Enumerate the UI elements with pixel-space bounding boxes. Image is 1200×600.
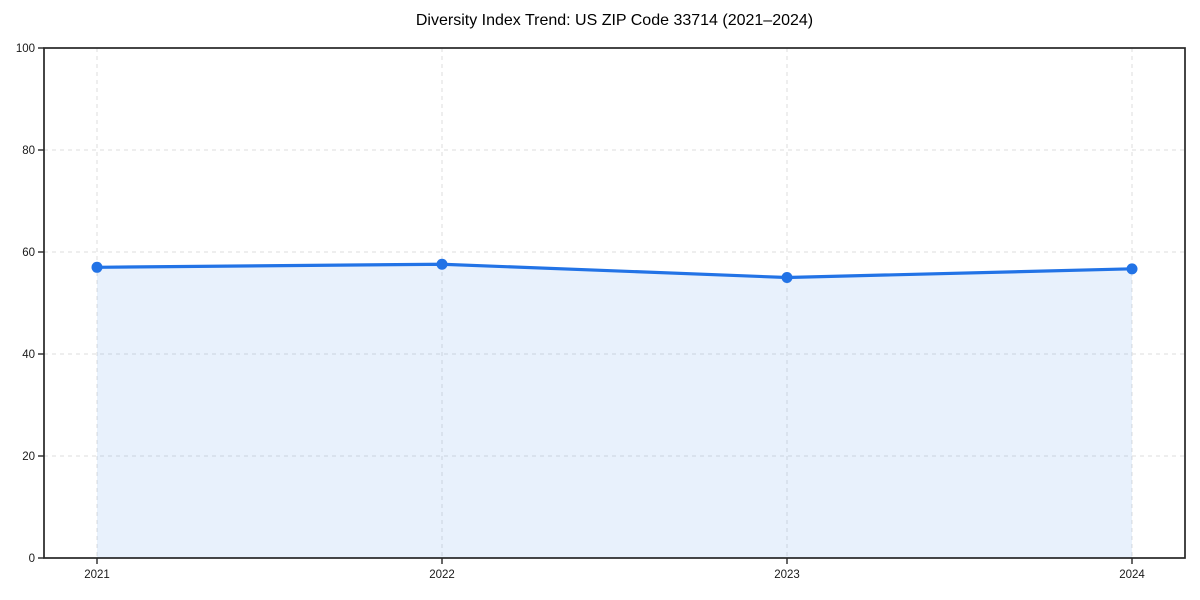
y-tick-label: 60 <box>22 247 35 259</box>
y-tick-label: 0 <box>29 553 35 565</box>
series-line <box>95 262 1134 280</box>
series-area-fill <box>97 264 1132 558</box>
x-tick-label: 2021 <box>84 569 110 581</box>
y-tick-label: 40 <box>22 349 35 361</box>
data-point-2023 <box>781 272 793 283</box>
y-tick-label: 100 <box>16 43 35 55</box>
x-tick-label: 2023 <box>774 569 800 581</box>
plot-box-spines <box>43 47 1186 559</box>
x-tick-label: 2022 <box>429 569 455 581</box>
y-tick-label: 20 <box>22 451 35 463</box>
y-tick-label: 80 <box>22 145 35 157</box>
x-tick-label: 2024 <box>1119 569 1145 581</box>
data-point-2021 <box>91 261 103 273</box>
chart-title: Diversity Index Trend: US ZIP Code 33714… <box>415 12 814 29</box>
data-point-2022 <box>436 258 448 270</box>
data-point-2024 <box>1126 263 1138 275</box>
